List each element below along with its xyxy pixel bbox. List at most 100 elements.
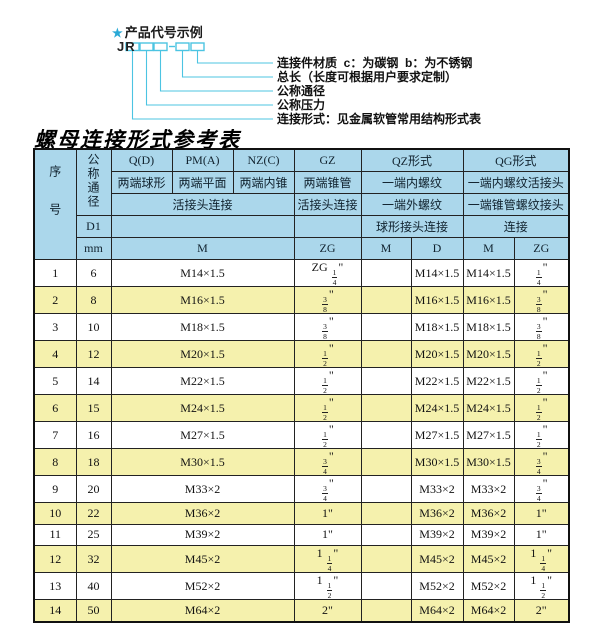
cell-gz-zg: 1 2 "	[293, 367, 362, 395]
cell-qg-m: M27×1.5	[462, 421, 515, 449]
code-box-icon	[175, 42, 190, 52]
cell-gz-zg: 3 8 "	[293, 313, 362, 341]
cell-seq: 1	[33, 259, 77, 287]
header-d1: D1	[75, 215, 112, 238]
diagram-label-material: 连接件材质 c：为碳钢 b：为不锈钢	[277, 56, 473, 70]
cell-gz-zg: 3 8 "	[293, 286, 362, 314]
header-zg1: ZG	[293, 237, 362, 260]
cell-gz-zg: 1 1 4 "	[293, 545, 362, 573]
header-seq: 序号	[33, 148, 77, 260]
diagram-title: ★ 产品代号示例	[112, 22, 203, 41]
cell-seq: 3	[33, 313, 77, 341]
cell-qg-zg: 1 1 2 "	[513, 572, 570, 600]
header-row-5: mm M ZG M D M ZG	[34, 237, 570, 260]
cell-m: M24×1.5	[110, 394, 295, 422]
star-icon: ★	[112, 26, 123, 40]
cell-qg-zg: 3 8 "	[513, 313, 570, 341]
header-d: D	[410, 237, 464, 260]
cell-seq: 2	[33, 286, 77, 314]
table-row: 7 16 M27×1.5 1 2 " M27×1.5 M27×1.5 1 2 "	[33, 421, 570, 449]
nut-connection-reference-table: 序号 公称通径 Q(D) PM(A) NZ(C) GZ QZ形式 QG形式 两端…	[33, 148, 570, 623]
cell-dn: 10	[75, 313, 112, 341]
diagram-label-pressure: 公称压力	[277, 98, 326, 112]
header-row-4: D1 球形接头连接 连接	[34, 215, 570, 238]
table-row: 12 32 M45×2 1 1 4 " M45×2 M45×2 1 1 4 "	[33, 545, 570, 573]
cell-qz-d: M30×1.5	[410, 448, 464, 476]
cell-qz-d: M27×1.5	[410, 421, 464, 449]
cell-qz-d: M45×2	[410, 545, 464, 573]
cell-gz-zg: 3 4 "	[293, 448, 362, 476]
cell-dn: 20	[75, 475, 112, 503]
cell-qz-m	[360, 286, 412, 314]
cell-m: M33×2	[110, 475, 295, 503]
cell-qg-zg: 1 2 "	[513, 421, 570, 449]
cell-qg-zg: 1 1 4 "	[513, 545, 570, 573]
header-q-desc: 两端球形	[110, 171, 173, 194]
table-row: 9 20 M33×2 3 4 " M33×2 M33×2 3 4 "	[33, 475, 570, 503]
cell-qz-m	[360, 523, 412, 546]
cell-m: M18×1.5	[110, 313, 295, 341]
cell-qz-m	[360, 545, 412, 573]
cell-qg-zg: 3 8 "	[513, 286, 570, 314]
header-nz-desc: 两端内锥	[232, 171, 295, 194]
cell-gz-zg: 1"	[293, 502, 362, 525]
cell-m: M30×1.5	[110, 448, 295, 476]
table-row: 13 40 M52×2 1 1 2 " M52×2 M52×2 1 1 2 "	[33, 572, 570, 600]
header-qz-desc2: 一端外螺纹	[360, 193, 464, 216]
header-empty-cell	[110, 215, 295, 238]
cell-seq: 11	[33, 523, 77, 546]
cell-gz-zg: 1 2 "	[293, 340, 362, 368]
cell-qg-m: M18×1.5	[462, 313, 515, 341]
cell-dn: 25	[75, 523, 112, 546]
cell-m: M16×1.5	[110, 286, 295, 314]
cell-dn: 18	[75, 448, 112, 476]
product-code-diagram: ★ 产品代号示例 JR 连接件材质 c：为碳钢 b：为不锈钢 总长（长度可根据用户…	[0, 0, 600, 146]
header-row-2: 两端球形 两端平面 两端内锥 两端锥管 一端内螺纹 一端内螺纹活接头	[34, 171, 570, 194]
cell-m: M39×2	[110, 523, 295, 546]
cell-dn: 6	[75, 259, 112, 287]
cell-qz-m	[360, 421, 412, 449]
cell-qg-m: M64×2	[462, 599, 515, 622]
table-row: 2 8 M16×1.5 3 8 " M16×1.5 M16×1.5 3 8 "	[33, 286, 570, 314]
cell-qz-m	[360, 259, 412, 287]
cell-m: M27×1.5	[110, 421, 295, 449]
cell-qz-m	[360, 572, 412, 600]
header-mm: mm	[75, 237, 112, 260]
cell-gz-zg: 3 4 "	[293, 475, 362, 503]
cell-dn: 50	[75, 599, 112, 622]
table-row: 10 22 M36×2 1" M36×2 M36×2 1"	[33, 502, 570, 525]
cell-seq: 6	[33, 394, 77, 422]
table-row: 3 10 M18×1.5 3 8 " M18×1.5 M18×1.5 3 8 "	[33, 313, 570, 341]
cell-qg-zg: 3 4 "	[513, 448, 570, 476]
cell-m: M52×2	[110, 572, 295, 600]
cell-gz-zg: 1 2 "	[293, 394, 362, 422]
connector-line	[159, 50, 273, 92]
cell-seq: 4	[33, 340, 77, 368]
cell-qz-d: M18×1.5	[410, 313, 464, 341]
cell-gz-zg: ZG 1 4 "	[293, 259, 362, 287]
header-m3: M	[462, 237, 515, 260]
cell-dn: 40	[75, 572, 112, 600]
header-pm-desc: 两端平面	[171, 171, 234, 194]
header-m1: M	[110, 237, 295, 260]
cell-qz-d: M64×2	[410, 599, 464, 622]
header-row-3: 活接头连接 活接头连接 一端外螺纹 一端锥管螺纹接头	[34, 193, 570, 216]
cell-seq: 8	[33, 448, 77, 476]
cell-seq: 9	[33, 475, 77, 503]
cell-qg-zg: 1 2 "	[513, 394, 570, 422]
